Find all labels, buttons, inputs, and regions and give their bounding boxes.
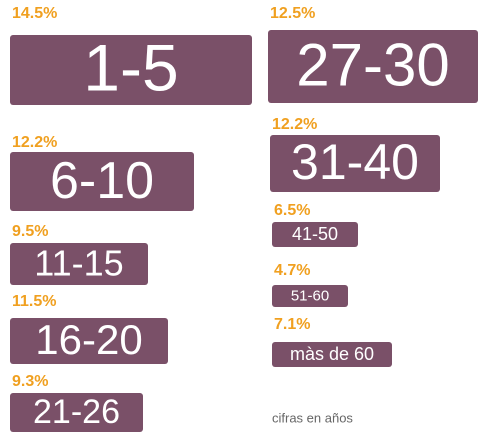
age-box	[10, 35, 252, 105]
percent-label: 14.5%	[12, 5, 57, 22]
percent-label: 7.1%	[274, 316, 310, 333]
age-label: 41-50	[292, 224, 338, 244]
age-box	[272, 342, 392, 367]
age-label: 31-40	[291, 134, 419, 190]
percent-label: 12.5%	[270, 5, 315, 22]
age-label: 27-30	[296, 31, 449, 98]
age-box	[272, 285, 348, 307]
age-box	[10, 393, 143, 432]
age-label: 6-10	[50, 152, 154, 210]
age-label: 51-60	[291, 288, 329, 305]
age-box	[270, 135, 440, 192]
age-box	[10, 243, 148, 285]
percent-label: 11.5%	[12, 293, 56, 310]
age-label: 11-15	[34, 242, 123, 283]
age-label: 21-26	[33, 393, 120, 431]
percent-label: 12.2%	[272, 116, 317, 133]
percent-label: 4.7%	[274, 262, 310, 279]
age-box	[10, 318, 168, 364]
percent-label: 6.5%	[274, 202, 310, 219]
note: cifras en años	[272, 410, 353, 425]
percent-label: 12.2%	[12, 134, 57, 151]
age-label: 16-20	[35, 316, 142, 363]
age-box	[272, 222, 358, 247]
age-box	[10, 152, 194, 211]
age-label: 1-5	[83, 31, 178, 105]
percent-label: 9.3%	[12, 373, 48, 390]
percent-label: 9.5%	[12, 223, 48, 240]
age-box	[268, 30, 478, 103]
age-label: màs de 60	[290, 344, 374, 364]
